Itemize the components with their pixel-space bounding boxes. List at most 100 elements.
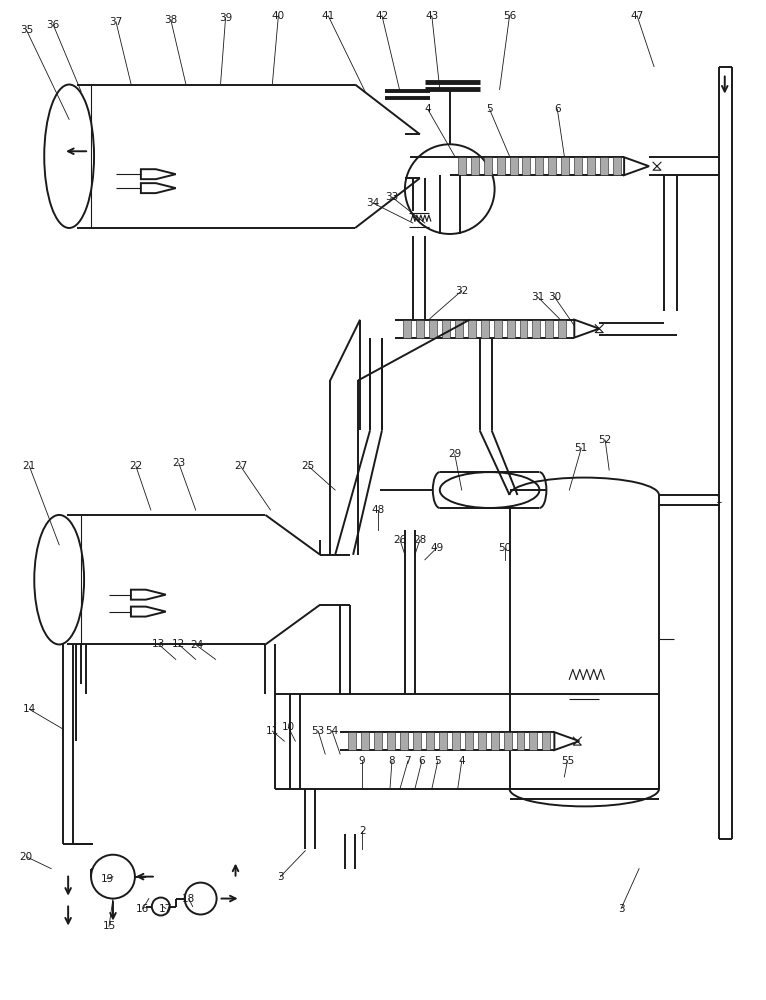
Text: 7: 7 — [404, 756, 411, 766]
Bar — [588, 157, 595, 175]
Text: 55: 55 — [561, 756, 574, 766]
Text: 2: 2 — [358, 826, 365, 836]
Polygon shape — [131, 607, 165, 617]
Bar — [458, 157, 466, 175]
Text: 5: 5 — [434, 756, 441, 766]
Text: 15: 15 — [103, 921, 116, 931]
Polygon shape — [574, 320, 599, 338]
Text: 5: 5 — [486, 104, 493, 114]
Text: 36: 36 — [47, 20, 60, 30]
Text: 41: 41 — [322, 11, 335, 21]
Text: 35: 35 — [20, 25, 33, 35]
Text: 52: 52 — [598, 435, 612, 445]
Bar — [465, 732, 473, 750]
Text: 24: 24 — [190, 640, 203, 650]
Circle shape — [152, 898, 170, 915]
Text: 29: 29 — [448, 449, 461, 459]
Circle shape — [405, 144, 495, 234]
Text: 32: 32 — [455, 286, 468, 296]
Bar — [542, 732, 551, 750]
Bar — [470, 157, 479, 175]
Text: 23: 23 — [172, 458, 185, 468]
Bar — [455, 320, 463, 338]
Text: 4: 4 — [424, 104, 431, 114]
Ellipse shape — [44, 85, 94, 228]
Text: 25: 25 — [302, 461, 315, 471]
Bar — [613, 157, 621, 175]
Text: 37: 37 — [110, 17, 123, 27]
Text: 54: 54 — [326, 726, 339, 736]
Bar — [490, 732, 499, 750]
Text: 30: 30 — [548, 292, 561, 302]
Text: 27: 27 — [234, 461, 247, 471]
Bar — [439, 732, 447, 750]
Bar — [387, 732, 395, 750]
Bar — [509, 157, 518, 175]
Text: 10: 10 — [282, 722, 295, 732]
Text: 12: 12 — [172, 639, 185, 649]
Bar — [516, 732, 525, 750]
Text: 6: 6 — [418, 756, 425, 766]
Bar — [522, 157, 531, 175]
Text: 6: 6 — [554, 104, 561, 114]
Polygon shape — [555, 732, 579, 750]
Circle shape — [185, 883, 217, 914]
Bar — [429, 320, 437, 338]
Bar — [503, 732, 512, 750]
Bar — [442, 320, 450, 338]
Text: 33: 33 — [385, 192, 398, 202]
Text: 49: 49 — [430, 543, 444, 553]
Text: 22: 22 — [129, 461, 142, 471]
Text: 14: 14 — [23, 704, 36, 714]
Bar — [506, 320, 515, 338]
Text: 11: 11 — [266, 726, 279, 736]
Bar — [529, 732, 538, 750]
Bar — [413, 732, 421, 750]
Text: 26: 26 — [393, 535, 407, 545]
Bar — [403, 320, 411, 338]
Text: 3: 3 — [277, 872, 283, 882]
Bar — [561, 157, 569, 175]
Bar — [496, 157, 505, 175]
Bar — [493, 320, 502, 338]
Bar — [416, 320, 424, 338]
Text: 8: 8 — [388, 756, 395, 766]
Bar — [480, 320, 489, 338]
Text: 51: 51 — [574, 443, 588, 453]
Bar — [532, 320, 541, 338]
Text: 3: 3 — [618, 904, 624, 914]
Text: 38: 38 — [164, 15, 178, 25]
Bar — [400, 732, 408, 750]
Polygon shape — [141, 169, 175, 179]
Bar — [535, 157, 543, 175]
Bar — [374, 732, 382, 750]
Bar — [361, 732, 369, 750]
Text: 21: 21 — [23, 461, 36, 471]
Circle shape — [91, 855, 135, 899]
Ellipse shape — [34, 515, 84, 644]
Bar — [519, 320, 528, 338]
Text: 17: 17 — [159, 904, 172, 914]
Bar — [548, 157, 556, 175]
Text: 53: 53 — [312, 726, 325, 736]
Bar — [452, 732, 460, 750]
Ellipse shape — [440, 472, 539, 508]
Text: 40: 40 — [272, 11, 285, 21]
Text: 20: 20 — [20, 852, 33, 862]
Text: 48: 48 — [372, 505, 385, 515]
Text: 50: 50 — [498, 543, 511, 553]
Text: 31: 31 — [531, 292, 544, 302]
Text: 18: 18 — [182, 894, 195, 904]
Bar — [348, 732, 356, 750]
Text: 34: 34 — [366, 198, 380, 208]
Text: 56: 56 — [503, 11, 516, 21]
Bar — [558, 320, 566, 338]
Text: 42: 42 — [375, 11, 388, 21]
Text: 9: 9 — [358, 756, 365, 766]
Text: 19: 19 — [100, 874, 113, 884]
Bar — [601, 157, 608, 175]
Text: 28: 28 — [413, 535, 427, 545]
Bar — [574, 157, 582, 175]
Bar — [478, 732, 486, 750]
Text: 1: 1 — [715, 495, 722, 505]
